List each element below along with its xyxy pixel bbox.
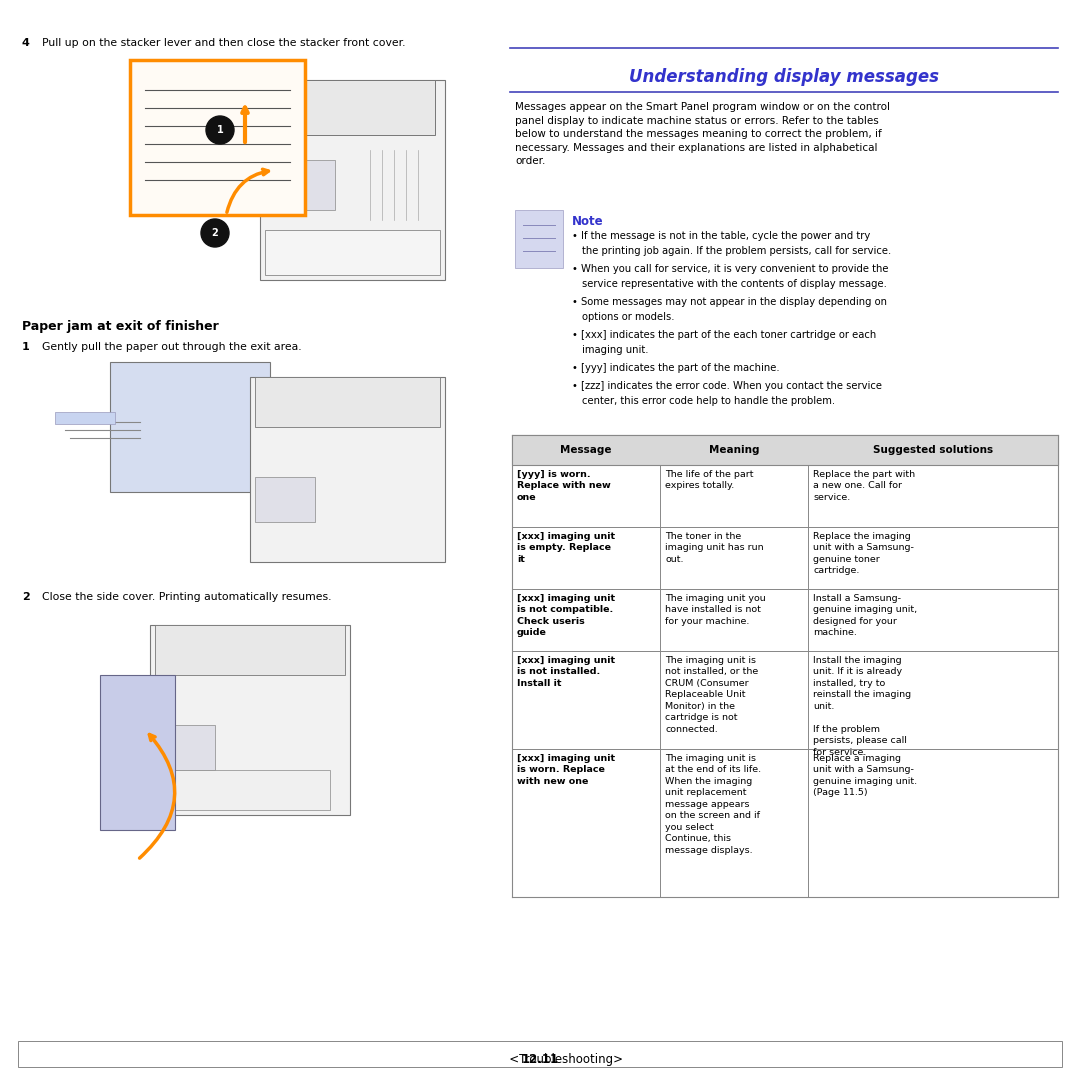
Bar <box>18 1041 1062 1067</box>
Text: Suggested solutions: Suggested solutions <box>873 445 994 455</box>
Text: • Some messages may not appear in the display depending on: • Some messages may not appear in the di… <box>572 297 887 307</box>
Text: • If the message is not in the table, cycle the power and try: • If the message is not in the table, cy… <box>572 231 870 241</box>
Text: The imaging unit is
at the end of its life.
When the imaging
unit replacement
me: The imaging unit is at the end of its li… <box>665 754 761 854</box>
Bar <box>150 625 350 815</box>
Text: 1: 1 <box>22 342 30 352</box>
Bar <box>512 465 1058 527</box>
Bar <box>515 210 563 268</box>
Bar <box>512 651 1058 750</box>
Text: Install the imaging
unit. If it is already
installed, try to
reinstall the imagi: Install the imaging unit. If it is alrea… <box>813 656 912 757</box>
Bar <box>265 230 440 275</box>
Bar <box>156 725 215 770</box>
Text: Replace a imaging
unit with a Samsung-
genuine imaging unit.
(Page 11.5): Replace a imaging unit with a Samsung- g… <box>813 754 917 797</box>
Text: • [zzz] indicates the error code. When you contact the service: • [zzz] indicates the error code. When y… <box>572 381 882 391</box>
Text: service representative with the contents of display message.: service representative with the contents… <box>582 279 887 289</box>
Text: Close the side cover. Printing automatically resumes.: Close the side cover. Printing automatic… <box>42 592 332 602</box>
Bar <box>249 377 445 562</box>
Bar <box>512 435 1058 465</box>
Bar <box>255 477 315 522</box>
Text: Install a Samsung-
genuine imaging unit,
designed for your
machine.: Install a Samsung- genuine imaging unit,… <box>813 594 917 637</box>
Text: The imaging unit you
have installed is not
for your machine.: The imaging unit you have installed is n… <box>665 594 766 626</box>
Text: • When you call for service, it is very convenient to provide the: • When you call for service, it is very … <box>572 264 889 274</box>
Bar <box>265 160 335 210</box>
Text: 1: 1 <box>217 125 224 135</box>
Bar <box>55 411 114 424</box>
Text: [xxx] imaging unit
is not installed.
Install it: [xxx] imaging unit is not installed. Ins… <box>517 656 616 688</box>
Bar <box>100 675 175 831</box>
Text: [xxx] imaging unit
is not compatible.
Check useris
guide: [xxx] imaging unit is not compatible. Ch… <box>517 594 616 637</box>
Text: Note: Note <box>572 215 604 228</box>
Bar <box>255 377 440 427</box>
Text: Replace the imaging
unit with a Samsung-
genuine toner
cartridge.: Replace the imaging unit with a Samsung-… <box>813 532 914 576</box>
Text: Replace the part with
a new one. Call for
service.: Replace the part with a new one. Call fo… <box>813 470 915 502</box>
Text: <Troubleshooting>: <Troubleshooting> <box>498 1053 622 1066</box>
Circle shape <box>201 219 229 247</box>
Text: Pull up on the stacker lever and then close the stacker front cover.: Pull up on the stacker lever and then cl… <box>42 38 405 48</box>
Text: 4: 4 <box>22 38 30 48</box>
Bar <box>170 770 330 810</box>
Text: Messages appear on the Smart Panel program window or on the control
panel displa: Messages appear on the Smart Panel progr… <box>515 102 890 166</box>
Text: imaging unit.: imaging unit. <box>582 345 648 355</box>
Text: Paper jam at exit of finisher: Paper jam at exit of finisher <box>22 320 219 333</box>
Text: The toner in the
imaging unit has run
out.: The toner in the imaging unit has run ou… <box>665 532 764 564</box>
Bar <box>110 362 270 492</box>
Bar <box>512 589 1058 651</box>
Text: 2: 2 <box>22 592 30 602</box>
Text: Message: Message <box>561 445 611 455</box>
Text: The life of the part
expires totally.: The life of the part expires totally. <box>665 470 754 490</box>
Bar <box>260 80 445 280</box>
Bar <box>512 750 1058 897</box>
Text: [yyy] is worn.
Replace with new
one: [yyy] is worn. Replace with new one <box>517 470 611 502</box>
Text: center, this error code help to handle the problem.: center, this error code help to handle t… <box>582 396 835 406</box>
Text: Understanding display messages: Understanding display messages <box>629 68 939 86</box>
Text: The imaging unit is
not installed, or the
CRUM (Consumer
Replaceable Unit
Monito: The imaging unit is not installed, or th… <box>665 656 758 733</box>
Text: • [yyy] indicates the part of the machine.: • [yyy] indicates the part of the machin… <box>572 363 780 373</box>
Text: 12.11: 12.11 <box>522 1053 558 1066</box>
Circle shape <box>206 116 234 144</box>
Text: options or models.: options or models. <box>582 312 675 322</box>
Bar <box>156 625 345 675</box>
Bar <box>512 527 1058 589</box>
Bar <box>270 80 435 135</box>
Text: the printing job again. If the problem persists, call for service.: the printing job again. If the problem p… <box>582 246 891 256</box>
Bar <box>130 60 305 215</box>
Text: [xxx] imaging unit
is worn. Replace
with new one: [xxx] imaging unit is worn. Replace with… <box>517 754 616 786</box>
Text: 2: 2 <box>212 228 218 238</box>
Text: • [xxx] indicates the part of the each toner cartridge or each: • [xxx] indicates the part of the each t… <box>572 330 876 340</box>
Text: Meaning: Meaning <box>708 445 759 455</box>
Text: [xxx] imaging unit
is empty. Replace
it: [xxx] imaging unit is empty. Replace it <box>517 532 616 564</box>
Text: Gently pull the paper out through the exit area.: Gently pull the paper out through the ex… <box>42 342 301 352</box>
